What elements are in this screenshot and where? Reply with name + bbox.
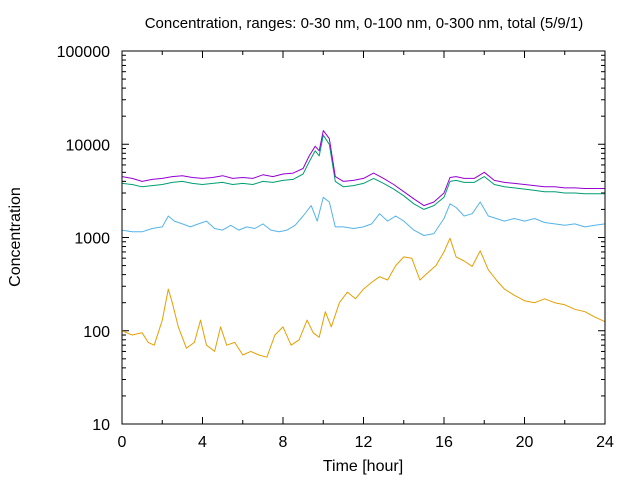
chart-title: Concentration, ranges: 0-30 nm, 0-100 nm… (145, 15, 584, 32)
y-tick-label: 10 (92, 417, 110, 434)
series-line-2 (121, 196, 606, 236)
x-tick-label: 20 (516, 434, 534, 451)
y-tick-label: 10000 (66, 137, 111, 154)
x-tick-label: 16 (435, 434, 453, 451)
x-tick-label: 8 (279, 434, 288, 451)
x-tick-label: 12 (355, 434, 373, 451)
x-tick-label: 24 (596, 434, 614, 451)
series-line-3 (121, 134, 605, 210)
series-line-1 (121, 237, 606, 358)
y-axis-label: Concentration (7, 187, 24, 287)
y-axis-ticks: 10 100 1000 10000 100000 (57, 44, 605, 434)
x-tick-label: 4 (198, 434, 207, 451)
y-tick-label: 100000 (57, 44, 110, 61)
series-layer (121, 130, 606, 358)
series-line-4 (121, 130, 605, 207)
x-axis-label: Time [hour] (323, 458, 403, 475)
x-axis-ticks: 0 4 8 12 16 20 24 (118, 51, 614, 451)
y-tick-label: 100 (83, 324, 110, 341)
x-tick-label: 0 (118, 434, 127, 451)
y-tick-label: 1000 (74, 231, 110, 248)
plot-frame (121, 50, 606, 425)
